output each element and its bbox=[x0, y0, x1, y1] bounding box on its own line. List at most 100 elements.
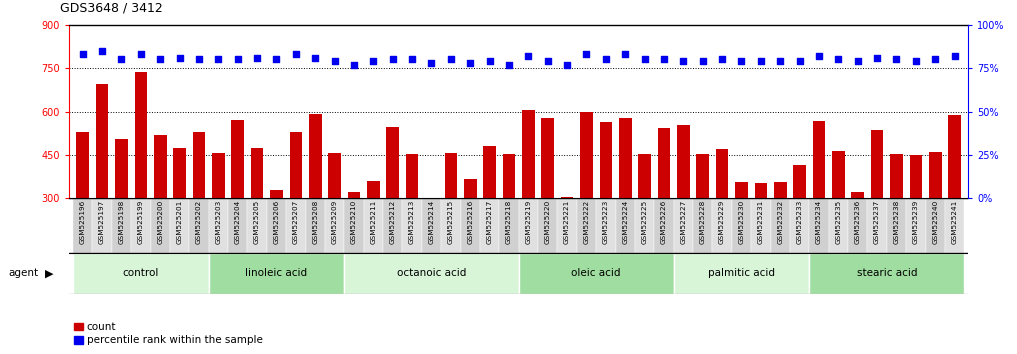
Bar bbox=[945, 198, 964, 253]
Point bbox=[288, 51, 304, 57]
Text: GSM525210: GSM525210 bbox=[351, 200, 357, 244]
Point bbox=[791, 58, 807, 64]
Bar bbox=[635, 198, 654, 253]
Text: GSM525226: GSM525226 bbox=[661, 200, 667, 244]
Point bbox=[714, 57, 730, 62]
Text: GSM525231: GSM525231 bbox=[758, 200, 764, 244]
Bar bbox=[131, 198, 151, 253]
Text: octanoic acid: octanoic acid bbox=[397, 268, 466, 279]
Bar bbox=[851, 193, 864, 285]
Point bbox=[908, 58, 924, 64]
Text: GSM525212: GSM525212 bbox=[390, 200, 396, 244]
Text: GSM525224: GSM525224 bbox=[622, 200, 629, 244]
Bar bbox=[868, 198, 887, 253]
Bar bbox=[677, 125, 690, 285]
Bar bbox=[697, 154, 709, 285]
Bar bbox=[328, 153, 341, 285]
Text: GSM525228: GSM525228 bbox=[700, 200, 706, 244]
Text: GSM525197: GSM525197 bbox=[99, 200, 105, 244]
Bar bbox=[600, 122, 612, 285]
Bar bbox=[305, 198, 324, 253]
Bar bbox=[403, 198, 422, 253]
Text: control: control bbox=[123, 268, 159, 279]
Bar bbox=[519, 198, 538, 253]
Point bbox=[404, 57, 420, 62]
Bar bbox=[345, 198, 364, 253]
Bar bbox=[290, 132, 302, 285]
Text: GSM525209: GSM525209 bbox=[332, 200, 338, 244]
Bar bbox=[829, 198, 848, 253]
Point bbox=[598, 57, 614, 62]
Point bbox=[462, 60, 478, 66]
Bar bbox=[639, 154, 651, 285]
Bar bbox=[96, 84, 109, 285]
Bar bbox=[93, 198, 112, 253]
Text: GSM525238: GSM525238 bbox=[894, 200, 899, 244]
Bar bbox=[596, 198, 615, 253]
Bar bbox=[871, 130, 884, 285]
Bar bbox=[499, 198, 519, 253]
Bar bbox=[480, 198, 499, 253]
Bar bbox=[422, 198, 441, 253]
Text: GSM525241: GSM525241 bbox=[952, 200, 958, 244]
Text: palmitic acid: palmitic acid bbox=[708, 268, 775, 279]
Point bbox=[849, 58, 865, 64]
Bar bbox=[755, 183, 767, 285]
Point bbox=[423, 60, 439, 66]
Point bbox=[346, 62, 362, 68]
Text: GSM525237: GSM525237 bbox=[875, 200, 880, 244]
Bar bbox=[464, 179, 477, 285]
Bar bbox=[654, 198, 673, 253]
Text: GSM525233: GSM525233 bbox=[796, 200, 802, 244]
Text: GSM525234: GSM525234 bbox=[816, 200, 822, 244]
Bar bbox=[444, 153, 458, 285]
Bar bbox=[925, 198, 945, 253]
Bar bbox=[713, 198, 732, 253]
Bar bbox=[309, 114, 321, 285]
Bar bbox=[909, 155, 922, 285]
Bar bbox=[232, 120, 244, 285]
Bar bbox=[286, 198, 305, 253]
Bar bbox=[890, 154, 903, 285]
Text: GSM525230: GSM525230 bbox=[738, 200, 744, 244]
Text: GSM525239: GSM525239 bbox=[913, 200, 919, 244]
Bar bbox=[502, 154, 516, 285]
Bar bbox=[76, 132, 89, 285]
Text: GSM525196: GSM525196 bbox=[79, 200, 85, 244]
Bar bbox=[247, 198, 266, 253]
Bar bbox=[483, 146, 496, 285]
Text: GSM525227: GSM525227 bbox=[680, 200, 686, 244]
Bar bbox=[228, 198, 247, 253]
Point bbox=[869, 55, 885, 61]
Bar bbox=[192, 132, 205, 285]
Bar bbox=[73, 253, 208, 294]
Point bbox=[521, 53, 537, 59]
Point bbox=[830, 57, 846, 62]
Text: GSM525225: GSM525225 bbox=[642, 200, 648, 244]
Point bbox=[889, 57, 905, 62]
Bar bbox=[266, 198, 286, 253]
Point bbox=[500, 62, 517, 68]
Bar bbox=[189, 198, 208, 253]
Text: stearic acid: stearic acid bbox=[856, 268, 917, 279]
Bar bbox=[324, 198, 345, 253]
Text: GSM525219: GSM525219 bbox=[526, 200, 531, 244]
Point bbox=[384, 57, 401, 62]
Bar bbox=[577, 198, 596, 253]
Bar bbox=[271, 190, 283, 285]
Text: GSM525221: GSM525221 bbox=[564, 200, 571, 244]
Text: GSM525240: GSM525240 bbox=[933, 200, 939, 244]
Text: GDS3648 / 3412: GDS3648 / 3412 bbox=[60, 1, 163, 15]
Bar bbox=[693, 198, 713, 253]
Bar bbox=[929, 152, 942, 285]
Text: GSM525206: GSM525206 bbox=[274, 200, 280, 244]
Text: GSM525214: GSM525214 bbox=[428, 200, 434, 244]
Point bbox=[675, 58, 692, 64]
Bar bbox=[658, 128, 670, 285]
Point bbox=[153, 57, 169, 62]
Bar bbox=[519, 253, 673, 294]
Point bbox=[268, 57, 285, 62]
Text: GSM525236: GSM525236 bbox=[854, 200, 860, 244]
Bar bbox=[832, 151, 845, 285]
Text: GSM525213: GSM525213 bbox=[409, 200, 415, 244]
